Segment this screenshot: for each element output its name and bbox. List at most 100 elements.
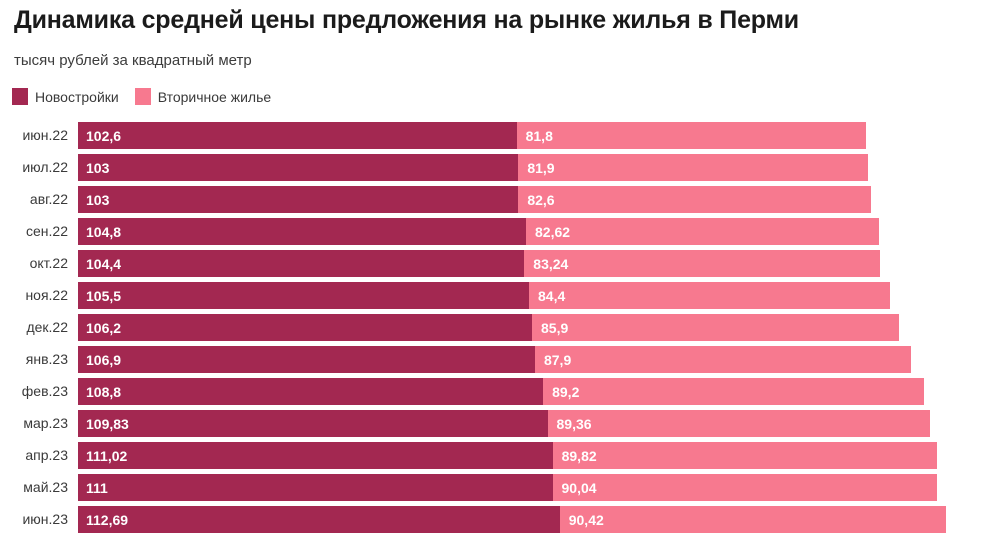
legend-swatch-icon-primary (12, 88, 28, 105)
category-label: сен.22 (26, 223, 68, 239)
category-label: апр.23 (25, 447, 68, 463)
chart-legend: Новостройки Вторичное жилье (12, 88, 271, 105)
chart-row: авг.22 103 82,6 (0, 186, 1000, 213)
bar-value-label: 111,02 (86, 447, 128, 464)
bar-novostroyki[interactable]: 103 (78, 154, 519, 181)
bar-group: 104,8 82,62 (78, 218, 880, 245)
chart-row: сен.22 104,8 82,62 (0, 218, 1000, 245)
bar-value-label: 89,36 (556, 415, 592, 432)
chart-row: апр.23 111,02 89,82 (0, 442, 1000, 469)
bar-vtorichnoe[interactable]: 89,82 (552, 442, 937, 469)
chart-row: дек.22 106,2 85,9 (0, 314, 1000, 341)
bar-value-label: 111 (86, 479, 108, 496)
chart-row: окт.22 104,4 83,24 (0, 250, 1000, 277)
bar-value-label: 84,4 (538, 287, 566, 304)
bar-vtorichnoe[interactable]: 82,6 (518, 186, 872, 213)
category-label: май.23 (23, 479, 68, 495)
bar-vtorichnoe[interactable]: 81,9 (518, 154, 869, 181)
bar-vtorichnoe[interactable]: 83,24 (524, 250, 881, 277)
category-label: мар.23 (23, 415, 68, 431)
chart-row: май.23 111 90,04 (0, 474, 1000, 501)
bar-group: 104,4 83,24 (78, 250, 881, 277)
bar-novostroyki[interactable]: 104,8 (78, 218, 527, 245)
legend-swatch-icon-secondary (134, 88, 151, 105)
bar-group: 103 81,9 (78, 154, 869, 181)
chart-row: фев.23 108,8 89,2 (0, 378, 1000, 405)
bar-value-label: 104,4 (86, 255, 122, 272)
bar-value-label: 90,04 (561, 479, 597, 496)
bar-value-label: 106,2 (86, 319, 122, 336)
page-title: Динамика средней цены предложения на рын… (14, 6, 799, 34)
bar-novostroyki[interactable]: 111 (78, 474, 553, 501)
chart-plot-area: июн.22 102,6 81,8 июл.22 103 81,9 авг.22 103 82,… (0, 122, 1000, 538)
bar-value-label: 82,6 (527, 191, 555, 208)
chart-row: июн.23 112,69 90,42 (0, 506, 1000, 533)
legend-label-secondary: Вторичное жилье (157, 88, 272, 105)
legend-item-novostroyki[interactable]: Новостройки (12, 88, 119, 105)
bar-value-label: 104,8 (86, 223, 122, 240)
bar-novostroyki[interactable]: 108,8 (78, 378, 544, 405)
legend-label-primary: Новостройки (35, 88, 119, 105)
bar-value-label: 105,5 (86, 287, 122, 304)
bar-novostroyki[interactable]: 111,02 (78, 442, 553, 469)
bar-value-label: 103 (86, 191, 110, 208)
legend-item-vtorichnoe[interactable]: Вторичное жилье (134, 88, 272, 105)
bar-vtorichnoe[interactable]: 89,2 (543, 378, 925, 405)
category-label: июн.22 (22, 127, 68, 143)
bar-value-label: 87,9 (543, 351, 572, 368)
bar-vtorichnoe[interactable]: 87,9 (534, 346, 911, 373)
bar-value-label: 112,69 (86, 511, 129, 528)
bar-group: 111,02 89,82 (78, 442, 937, 469)
chart-row: июн.22 102,6 81,8 (0, 122, 1000, 149)
bar-value-label: 82,62 (535, 223, 571, 240)
bar-novostroyki[interactable]: 105,5 (78, 282, 529, 309)
bar-vtorichnoe[interactable]: 90,04 (552, 474, 938, 501)
bar-vtorichnoe[interactable]: 90,42 (559, 506, 947, 533)
bar-group: 106,2 85,9 (78, 314, 900, 341)
category-label: авг.22 (29, 191, 68, 207)
bar-value-label: 89,2 (552, 383, 580, 400)
bar-group: 112,69 90,42 (78, 506, 947, 533)
bar-value-label: 109,83 (86, 415, 129, 432)
bar-group: 108,8 89,2 (78, 378, 925, 405)
chart-row: янв.23 106,9 87,9 (0, 346, 1000, 373)
bar-group: 111 90,04 (78, 474, 938, 501)
category-label: фев.23 (21, 383, 68, 399)
bar-novostroyki[interactable]: 106,2 (78, 314, 532, 341)
category-label: ноя.22 (25, 287, 68, 303)
bar-novostroyki[interactable]: 112,69 (78, 506, 560, 533)
category-label: дек.22 (26, 319, 68, 335)
category-label: июл.22 (22, 159, 68, 175)
bar-value-label: 106,9 (86, 351, 122, 368)
bar-vtorichnoe[interactable]: 89,36 (547, 410, 930, 437)
bar-novostroyki[interactable]: 102,6 (78, 122, 517, 149)
bar-value-label: 83,24 (533, 255, 569, 272)
chart-row: июл.22 103 81,9 (0, 154, 1000, 181)
bar-vtorichnoe[interactable]: 81,8 (516, 122, 867, 149)
bar-vtorichnoe[interactable]: 82,62 (526, 218, 880, 245)
bar-value-label: 89,82 (561, 447, 597, 464)
bar-value-label: 102,6 (86, 127, 122, 144)
bar-novostroyki[interactable]: 103 (78, 186, 519, 213)
bar-group: 102,6 81,8 (78, 122, 867, 149)
bar-value-label: 90,42 (568, 511, 604, 528)
bar-group: 106,9 87,9 (78, 346, 911, 373)
bar-value-label: 108,8 (86, 383, 122, 400)
bar-vtorichnoe[interactable]: 85,9 (532, 314, 900, 341)
bar-value-label: 85,9 (541, 319, 569, 336)
bar-value-label: 103 (86, 159, 110, 176)
bar-value-label: 81,9 (527, 159, 555, 176)
chart-subtitle: тысяч рублей за квадратный метр (14, 52, 252, 69)
bar-group: 103 82,6 (78, 186, 872, 213)
chart-row: ноя.22 105,5 84,4 (0, 282, 1000, 309)
bar-novostroyki[interactable]: 104,4 (78, 250, 525, 277)
bar-novostroyki[interactable]: 109,83 (78, 410, 548, 437)
bar-novostroyki[interactable]: 106,9 (78, 346, 535, 373)
bar-vtorichnoe[interactable]: 84,4 (529, 282, 890, 309)
bar-group: 109,83 89,36 (78, 410, 930, 437)
category-label: янв.23 (25, 351, 68, 367)
bar-value-label: 81,8 (525, 127, 553, 144)
category-label: июн.23 (22, 511, 68, 527)
bar-group: 105,5 84,4 (78, 282, 890, 309)
